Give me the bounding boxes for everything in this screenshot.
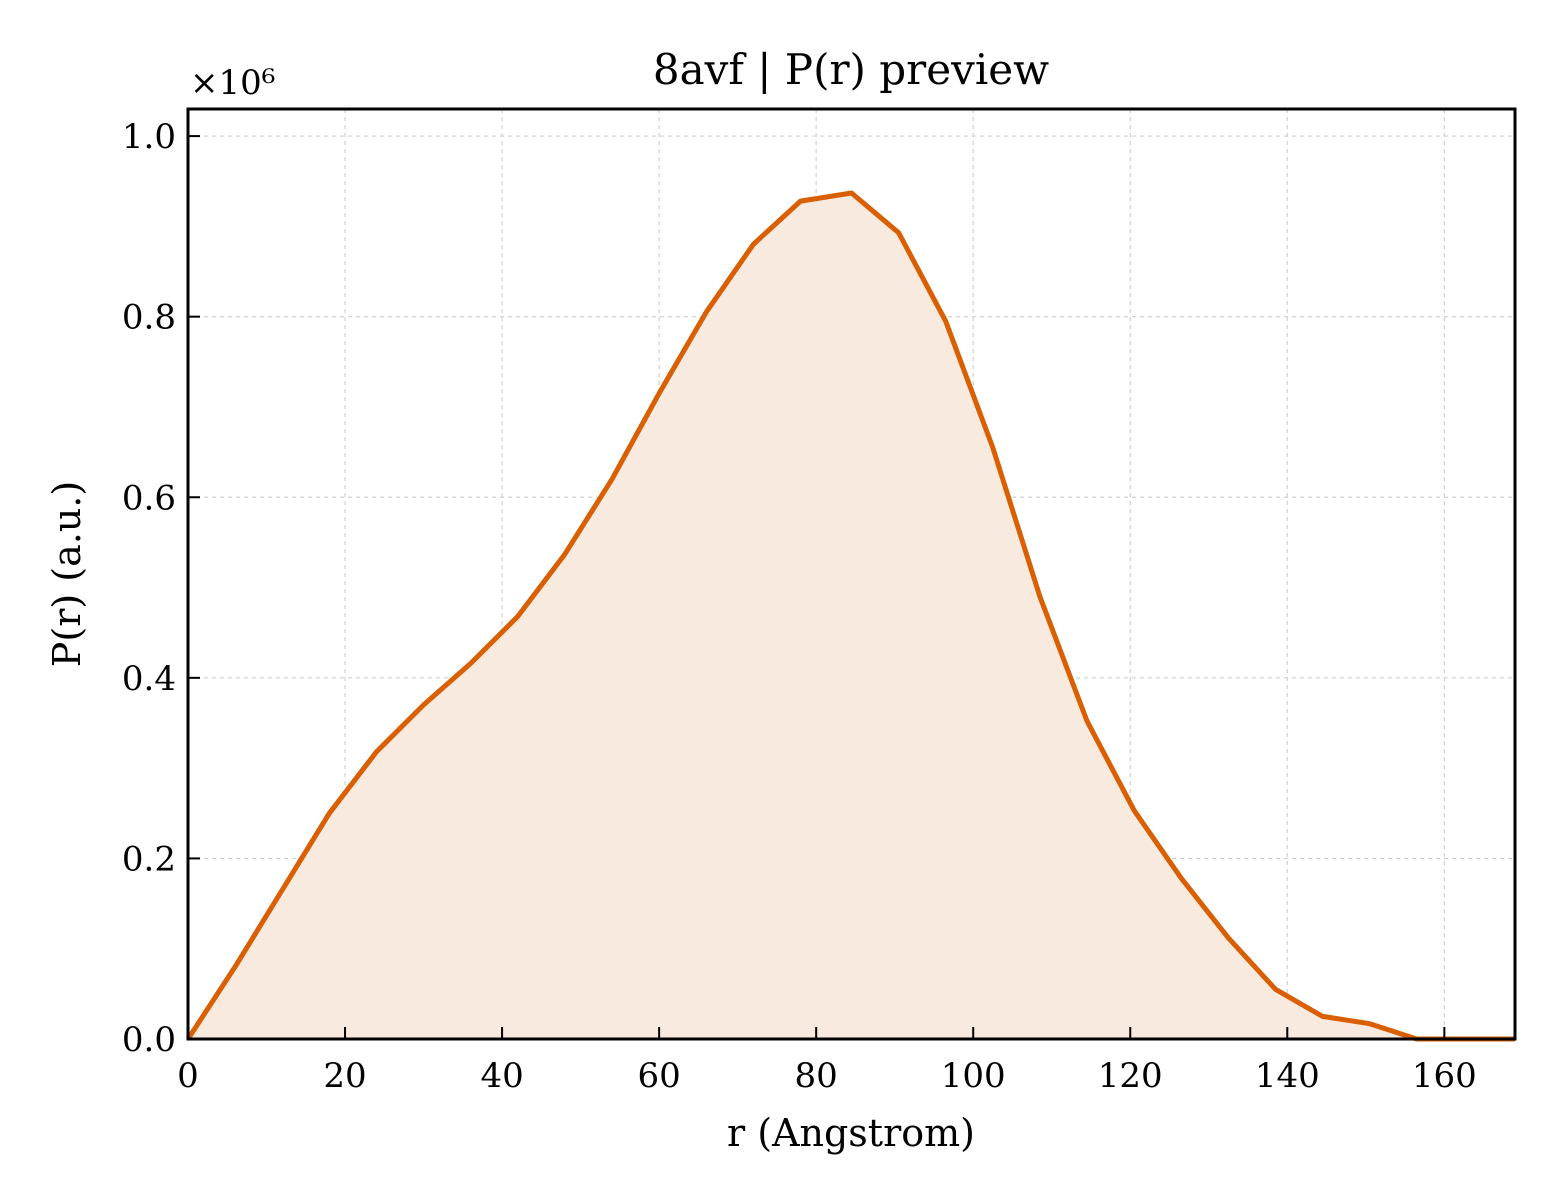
x-tick-label: 100 xyxy=(941,1056,1006,1096)
y-tick-label: 0.8 xyxy=(122,298,176,338)
y-tick-label: 0.0 xyxy=(122,1020,176,1060)
y-axis-label: P(r) (a.u.) xyxy=(45,481,89,667)
plot-frame xyxy=(186,107,1517,1041)
x-tick-label: 120 xyxy=(1098,1056,1163,1096)
y-tick-label: 0.6 xyxy=(122,478,176,518)
chart-title: 8avf | P(r) preview xyxy=(653,45,1049,94)
x-tick-label: 60 xyxy=(637,1056,680,1096)
data-layer xyxy=(185,190,1515,1042)
x-tick-label: 20 xyxy=(323,1056,366,1096)
y-tick-label: 0.2 xyxy=(122,839,176,879)
series-line xyxy=(185,190,1515,1042)
x-tick-label: 40 xyxy=(480,1056,523,1096)
tick-layer: 0 20 40 60 80 100 120 140 160 0.0 0.2 0.4 0.6 0.8 1.0 xyxy=(122,117,1477,1096)
y-tick-label: 0.4 xyxy=(122,659,176,699)
y-offset-label: ×10⁶ xyxy=(190,63,275,103)
series-area-fill xyxy=(188,193,1515,1039)
x-tick-label: 80 xyxy=(795,1056,838,1096)
x-tick-label: 0 xyxy=(177,1056,199,1096)
x-tick-label: 160 xyxy=(1412,1056,1477,1096)
y-tick-label: 1.0 xyxy=(122,117,176,157)
x-axis-label: r (Angstrom) xyxy=(727,1111,975,1155)
x-tick-label: 140 xyxy=(1255,1056,1320,1096)
